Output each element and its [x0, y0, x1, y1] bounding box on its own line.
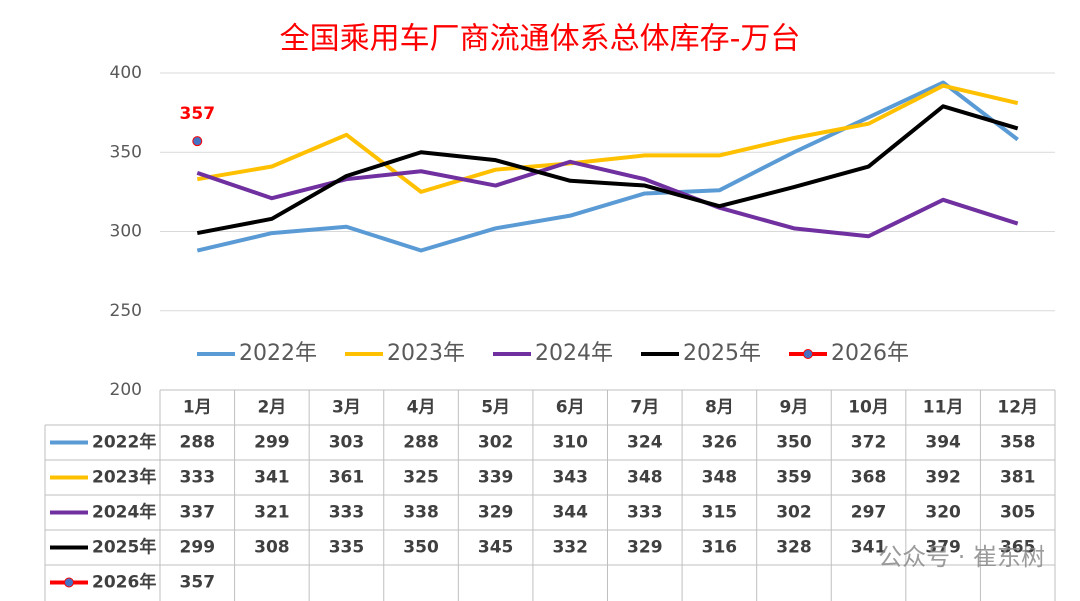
table-cell: 344 — [552, 503, 588, 523]
table-cell: 341 — [254, 468, 290, 488]
legend-label: 2022年 — [239, 341, 317, 366]
watermark: 公众号 · 崔东树 — [878, 543, 1045, 571]
x-tick-label: 12月 — [997, 398, 1038, 418]
legend-marker — [803, 349, 813, 359]
series-line — [196, 159, 1019, 239]
y-tick-label: 200 — [110, 380, 142, 400]
table-cell: 381 — [1000, 468, 1036, 488]
legend-label: 2023年 — [387, 341, 465, 366]
table-cell: 333 — [627, 503, 663, 523]
table-cell: 326 — [702, 433, 738, 453]
x-tick-label: 1月 — [183, 398, 212, 418]
x-tick-label: 3月 — [332, 398, 361, 418]
table-cell: 361 — [329, 468, 365, 488]
x-tick-label: 2月 — [257, 398, 286, 418]
table-cell: 333 — [180, 468, 216, 488]
table-cell: 359 — [776, 468, 812, 488]
legend-marker — [64, 577, 74, 588]
table-cell: 288 — [403, 433, 439, 453]
x-tick-label: 9月 — [780, 398, 809, 418]
series-line — [196, 80, 1019, 253]
x-tick-label: 7月 — [630, 398, 659, 418]
table-cell: 288 — [180, 433, 216, 453]
y-tick-label: 250 — [110, 301, 142, 321]
table-row-label: 2022年 — [92, 432, 156, 453]
table-cell: 302 — [776, 503, 812, 523]
table-cell: 329 — [627, 538, 663, 558]
table-cell: 333 — [329, 503, 365, 523]
table-cell: 379 — [925, 538, 961, 558]
legend-label: 2025年 — [683, 341, 761, 366]
table-cell: 335 — [329, 538, 365, 558]
series-line — [196, 83, 1019, 194]
table-cell: 338 — [403, 503, 439, 523]
table-cell: 305 — [1000, 503, 1036, 523]
table-cell: 310 — [552, 433, 588, 453]
x-tick-label: 6月 — [556, 398, 585, 418]
table-cell: 348 — [627, 468, 663, 488]
y-tick-label: 400 — [110, 63, 142, 83]
table-cell: 303 — [329, 433, 365, 453]
table-cell: 350 — [403, 538, 439, 558]
table-cell: 332 — [552, 538, 588, 558]
y-tick-label: 300 — [110, 222, 142, 242]
legend-label: 2026年 — [831, 341, 909, 366]
x-tick-label: 8月 — [705, 398, 734, 418]
x-tick-label: 4月 — [407, 398, 436, 418]
table-cell: 341 — [851, 538, 887, 558]
table-cell: 365 — [1000, 538, 1036, 558]
y-tick-label: 350 — [110, 142, 142, 162]
chart-title: 全国乘用车厂商流通体系总体库存-万台 — [280, 22, 801, 57]
x-tick-label: 10月 — [848, 398, 889, 418]
table-cell: 302 — [478, 433, 514, 453]
table-cell: 299 — [180, 538, 216, 558]
table-cell: 339 — [478, 468, 514, 488]
table-cell: 368 — [851, 468, 887, 488]
table-cell: 316 — [702, 538, 738, 558]
table-cell: 315 — [702, 503, 738, 523]
data-label: 357 — [180, 104, 216, 124]
table-row-label: 2024年 — [92, 502, 156, 523]
table-cell: 372 — [851, 433, 887, 453]
table-cell: 357 — [180, 573, 216, 593]
table-cell: 337 — [180, 503, 216, 523]
table-cell: 299 — [254, 433, 290, 453]
table-row-label: 2026年 — [92, 572, 156, 593]
x-tick-label: 11月 — [923, 398, 964, 418]
table-cell: 394 — [925, 433, 961, 453]
table-row-label: 2025年 — [92, 537, 156, 558]
legend-label: 2024年 — [535, 341, 613, 366]
table-cell: 324 — [627, 433, 663, 453]
table-row-label: 2023年 — [92, 467, 156, 488]
table-cell: 329 — [478, 503, 514, 523]
table-cell: 343 — [552, 468, 588, 488]
table-cell: 328 — [776, 538, 812, 558]
table-cell: 321 — [254, 503, 290, 523]
table-cell: 358 — [1000, 433, 1036, 453]
table-cell: 348 — [702, 468, 738, 488]
x-tick-label: 5月 — [481, 398, 510, 418]
table-cell: 345 — [478, 538, 514, 558]
table-cell: 297 — [851, 503, 887, 523]
table-cell: 392 — [925, 468, 961, 488]
table-cell: 308 — [254, 538, 290, 558]
table-cell: 325 — [403, 468, 439, 488]
series-line — [196, 104, 1019, 236]
table-cell: 320 — [925, 503, 961, 523]
table-cell: 350 — [776, 433, 812, 453]
point — [192, 136, 203, 147]
